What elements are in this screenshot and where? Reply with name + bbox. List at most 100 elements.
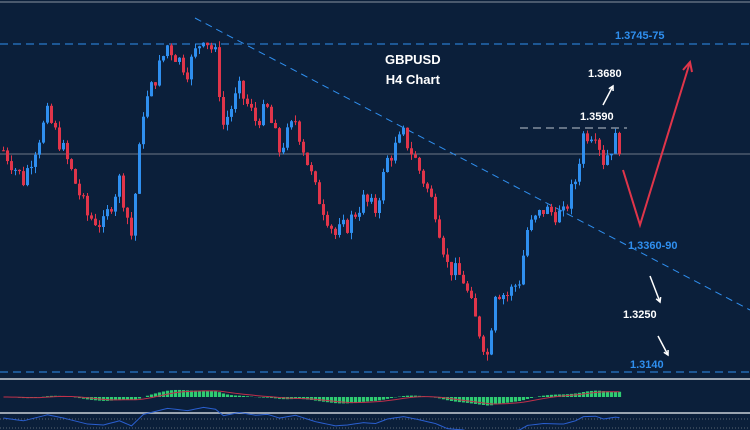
arrow-down-icon-head — [655, 296, 662, 304]
candle-body — [418, 157, 421, 171]
candle-body — [558, 210, 561, 223]
candle-body — [22, 171, 25, 186]
trendline — [194, 17, 750, 311]
arrow-down-icon-head — [663, 349, 669, 357]
candle-body — [62, 142, 65, 150]
arrow-up-icon-head — [608, 84, 614, 92]
candle-body — [274, 122, 277, 129]
candle-body — [330, 225, 333, 229]
candle-body — [566, 206, 569, 209]
candle-body — [218, 47, 221, 98]
candle-body — [494, 296, 497, 331]
candle-body — [162, 56, 165, 61]
candle-body — [410, 148, 413, 155]
candle-body — [390, 157, 393, 161]
arrow-up-icon — [602, 85, 614, 106]
candle-body — [178, 57, 181, 62]
candle-body — [322, 204, 325, 215]
candle-body — [614, 132, 617, 154]
candle-body — [386, 157, 389, 173]
candle-body — [606, 155, 609, 165]
candle-body — [26, 168, 29, 186]
candle-body — [242, 80, 245, 99]
candle-body — [554, 212, 557, 223]
candle-body — [122, 175, 125, 208]
candle-body — [334, 228, 337, 235]
candle-body — [146, 96, 149, 117]
candle-body — [54, 122, 57, 128]
candle-body — [318, 182, 321, 205]
candle-body — [362, 194, 365, 213]
candle-body — [378, 200, 381, 214]
candle-body — [350, 214, 353, 233]
candle-body — [6, 150, 9, 162]
candle-body — [306, 152, 309, 166]
candle-body — [158, 60, 161, 86]
candle-body — [590, 139, 593, 142]
projection-path — [622, 61, 691, 229]
candle-body — [438, 219, 441, 238]
candle-body — [546, 206, 549, 214]
candle-body — [282, 147, 285, 153]
candle-body — [94, 218, 97, 226]
candle-body — [542, 210, 545, 214]
candle-body — [602, 149, 605, 165]
candle-body — [50, 105, 53, 123]
candle-body — [262, 104, 265, 126]
candle-body — [2, 150, 5, 152]
candle-body — [474, 298, 477, 317]
candle-body — [618, 132, 621, 155]
candle-body — [570, 184, 573, 209]
candle-body — [86, 195, 89, 216]
candle-body — [118, 175, 121, 197]
candle-body — [186, 72, 189, 80]
candle-body — [514, 285, 517, 287]
oscillator-line — [3, 406, 620, 430]
candle-body — [414, 154, 417, 158]
candle-body — [534, 215, 537, 220]
target-label-down: 1.3250 — [623, 309, 657, 321]
candle-body — [470, 290, 473, 299]
candle-body — [578, 163, 581, 182]
candle-body — [206, 42, 209, 46]
candle-body — [454, 263, 457, 276]
candle-body — [374, 197, 377, 214]
candle-body — [286, 127, 289, 148]
candle-body — [422, 170, 425, 184]
candle-body — [130, 217, 133, 236]
candle-body — [78, 183, 81, 196]
candle-body — [398, 134, 401, 143]
candle-body — [550, 206, 553, 213]
candle-body — [486, 351, 489, 355]
candle-body — [258, 120, 261, 126]
candle-body — [278, 128, 281, 153]
candle-body — [190, 56, 193, 80]
candle-body — [266, 104, 269, 107]
candle-body — [102, 216, 105, 227]
candle-body — [270, 106, 273, 123]
candle-body — [610, 153, 613, 156]
level-label-recent-high: 1.3590 — [580, 111, 614, 123]
candle-body — [174, 55, 177, 62]
candle-body — [66, 142, 69, 160]
candle-body — [214, 47, 217, 50]
candle-body — [250, 103, 253, 108]
candle-body — [150, 82, 153, 97]
candle-body — [538, 210, 541, 216]
arrow-down-icon — [657, 335, 669, 356]
candle-body — [314, 171, 317, 183]
candle-body — [230, 109, 233, 117]
candle-body — [598, 139, 601, 150]
candle-body — [482, 336, 485, 352]
candle-body — [358, 212, 361, 217]
candle-body — [114, 196, 117, 212]
candle-body — [126, 207, 129, 218]
candle-body — [522, 255, 525, 285]
candle-body — [478, 316, 481, 337]
candle-body — [98, 225, 101, 227]
candle-body — [490, 330, 493, 355]
candle-body — [134, 193, 137, 236]
candle-body — [394, 142, 397, 161]
